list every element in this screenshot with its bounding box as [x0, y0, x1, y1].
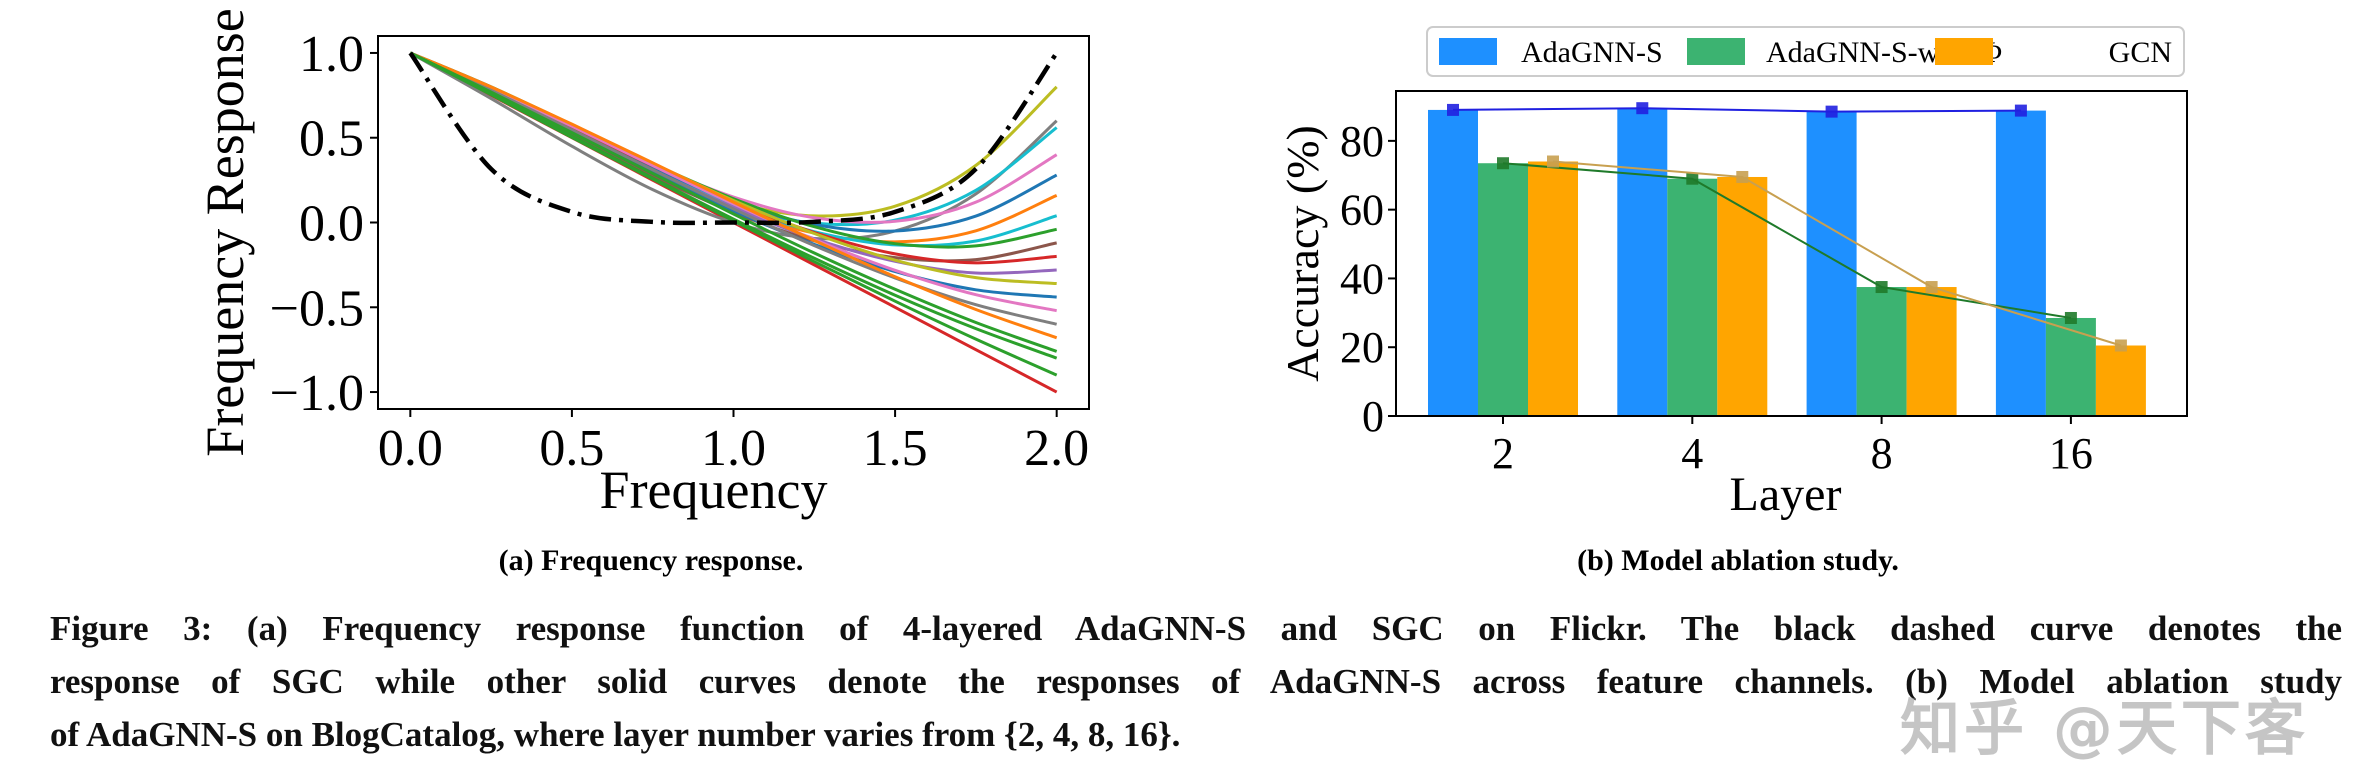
adagnn-response-curve — [409, 51, 1057, 275]
trend-line — [1552, 160, 2122, 347]
bar — [1806, 111, 1857, 416]
plot-frame — [1395, 90, 2188, 417]
caption-line: response of SGC while other solid curves… — [50, 662, 2342, 701]
square-marker — [2014, 104, 2027, 117]
figure-caption: Figure 3: (a) Frequency response functio… — [50, 602, 2342, 761]
trend-line — [1452, 107, 2021, 113]
frequency-response-chart: 0.0 0.5 1.0 1.5 2.0 1.0 0.5 0.0 −0.5 −1.0 Frequenc… — [195, 8, 1090, 577]
y-tick-label: 1.0 — [299, 26, 364, 83]
y-tick-label: 0.0 — [299, 196, 364, 253]
bar — [1667, 178, 1718, 416]
bar — [2095, 345, 2146, 416]
square-marker — [1447, 103, 1459, 116]
sgc-response-curve — [408, 51, 1059, 226]
y-tick-label: 60 — [1340, 186, 1384, 235]
square-marker — [1686, 172, 1699, 185]
square-marker — [2064, 311, 2077, 324]
adagnn-response-curve — [409, 51, 1058, 224]
x-tick-label: 16 — [2049, 429, 2093, 478]
square-marker — [2114, 339, 2127, 352]
x-axis-label: Layer — [1730, 468, 1842, 521]
adagnn-response-curve — [409, 51, 1058, 326]
adagnn-response-curve — [409, 51, 1057, 263]
legend-swatch — [1439, 38, 1497, 65]
legend-swatch — [1935, 38, 1993, 65]
legend: AdaGNN-S AdaGNN-S-w/o -Φ GCN — [1426, 26, 2185, 77]
adagnn-response-curve — [409, 51, 1057, 265]
watermark: 知乎 @天下客 — [1900, 694, 2309, 764]
legend-frame — [1426, 26, 2185, 77]
legend-label: AdaGNN-S — [1521, 36, 1663, 69]
x-tick-label: 8 — [1871, 429, 1893, 478]
legend-label: GCN — [2109, 36, 2172, 69]
y-tick-label: 0 — [1362, 392, 1384, 441]
bar — [1528, 161, 1578, 416]
trend-line — [1502, 162, 2072, 319]
adagnn-response-curve — [409, 51, 1057, 286]
square-marker — [1547, 155, 1559, 168]
y-axis-label: Frequency Response — [195, 8, 255, 456]
bar — [1478, 163, 1528, 416]
bar — [1428, 109, 1478, 416]
bar — [1717, 176, 1768, 416]
x-tick-label: 4 — [1681, 429, 1703, 478]
y-tick-label: 20 — [1340, 323, 1384, 372]
subcaption-a: (a) Frequency response. — [499, 544, 804, 577]
ablation-bar-chart: 0 20 40 60 80 2 4 8 16 Layer Accuracy (%) AdaGNN-S A… — [1277, 26, 2188, 577]
subcaption-b: (b) Model ablation study. — [1577, 544, 1899, 577]
square-marker — [1497, 157, 1509, 170]
y-tick-label: −1.0 — [270, 365, 364, 422]
caption-line: Figure 3: (a) Frequency response functio… — [50, 609, 2342, 648]
y-tick-label: 80 — [1340, 117, 1384, 166]
bar — [2045, 317, 2096, 416]
square-marker — [1636, 102, 1649, 115]
adagnn-response-curve — [409, 51, 1058, 218]
bar — [1995, 110, 2046, 416]
x-tick-label: 2 — [1492, 429, 1514, 478]
square-marker — [1825, 105, 1838, 118]
x-tick-label: 1.5 — [863, 420, 928, 477]
bar — [1906, 287, 1957, 416]
y-axis-label: Accuracy (%) — [1277, 125, 1328, 382]
y-tick-label: −0.5 — [270, 280, 364, 337]
bar — [1617, 108, 1668, 416]
x-axis-label: Frequency — [600, 460, 828, 520]
x-tick-label: 0.0 — [378, 420, 443, 477]
bar — [1856, 287, 1907, 416]
x-tick-label: 2.0 — [1024, 420, 1089, 477]
square-marker — [1925, 281, 1938, 294]
y-tick-label: 40 — [1340, 254, 1384, 303]
adagnn-response-curve — [409, 51, 1058, 353]
square-marker — [1736, 170, 1749, 183]
legend-swatch — [1687, 38, 1745, 65]
x-tick-label: 1.0 — [701, 420, 766, 477]
adagnn-response-curve — [409, 51, 1058, 248]
square-marker — [1875, 281, 1888, 294]
x-tick-label: 0.5 — [539, 420, 604, 477]
adagnn-response-curve — [409, 51, 1058, 340]
caption-line: of AdaGNN-S on BlogCatalog, where layer … — [50, 715, 1181, 754]
y-tick-label: 0.5 — [299, 111, 364, 168]
